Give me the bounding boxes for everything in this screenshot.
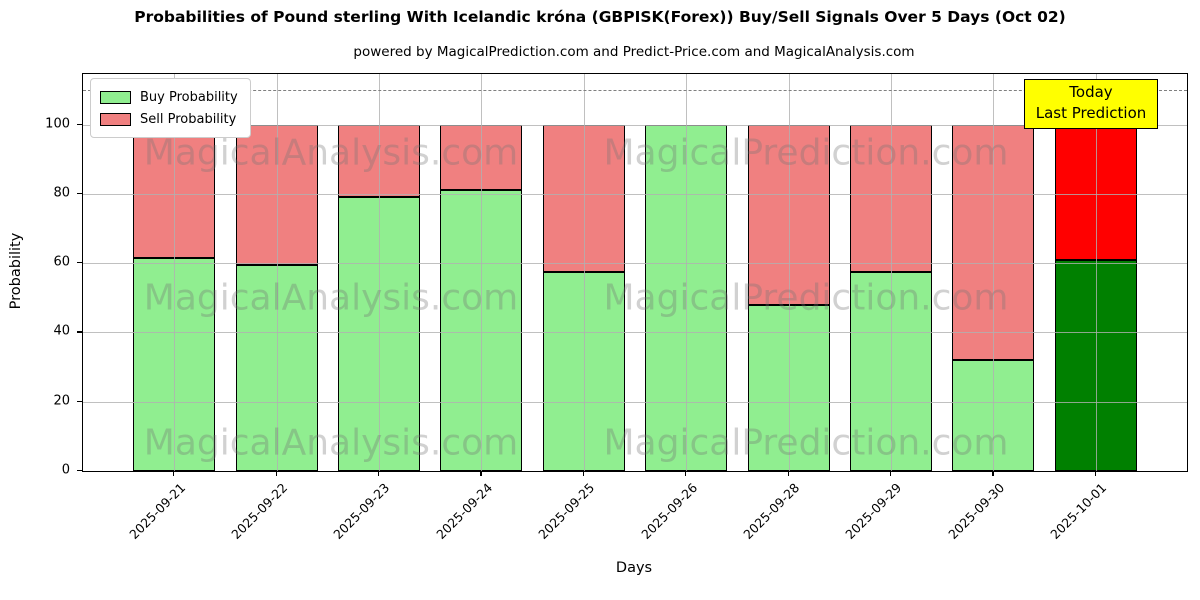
x-tick-mark	[480, 471, 482, 476]
watermark-text: MagicalPrediction.com	[603, 422, 1009, 464]
v-gridline	[891, 74, 893, 471]
buy-swatch-icon	[100, 90, 131, 104]
x-tick-label: 2025-09-25	[535, 480, 598, 542]
buy-bar-segment	[133, 257, 216, 471]
x-tick-label: 2025-09-22	[228, 480, 291, 542]
y-tick-label: 40	[53, 323, 70, 339]
threshold-dashed-line	[83, 89, 1187, 91]
h-gridline	[83, 332, 1187, 334]
x-tick-mark	[582, 471, 584, 476]
x-tick-mark	[275, 471, 277, 476]
annotation-line-1: Today	[1069, 83, 1113, 101]
x-axis-label: Days	[615, 560, 653, 576]
legend-label-sell: Sell Probability	[140, 111, 237, 127]
x-tick-label: 2025-09-26	[637, 480, 700, 542]
v-gridline	[788, 74, 790, 471]
y-tick-mark	[77, 400, 82, 402]
x-tick-label: 2025-09-24	[433, 480, 495, 542]
v-gridline	[1095, 74, 1097, 471]
x-tick-label: 2025-09-21	[125, 480, 188, 542]
y-tick-mark	[77, 470, 82, 472]
y-tick-label: 60	[53, 254, 70, 270]
watermark-text: MagicalAnalysis.com	[143, 132, 519, 174]
chart-subtitle: powered by MagicalPrediction.com and Pre…	[353, 44, 915, 60]
v-gridline	[276, 74, 278, 471]
y-tick-mark	[77, 262, 82, 264]
chart-title: Probabilities of Pound sterling With Ice…	[134, 8, 1066, 26]
plot-area: Buy Probability Sell Probability Today L…	[82, 73, 1188, 472]
v-gridline	[583, 74, 585, 471]
watermark-text: MagicalPrediction.com	[603, 132, 1009, 174]
v-gridline	[378, 74, 380, 471]
y-axis-label: Probability	[8, 232, 24, 310]
x-tick-mark	[992, 471, 994, 476]
v-gridline	[174, 74, 176, 471]
buy-bar-segment	[747, 304, 830, 471]
buy-bar-segment	[338, 197, 420, 471]
x-tick-mark	[1094, 471, 1097, 476]
y-tick-mark	[77, 123, 82, 125]
x-tick-label: 2025-10-01	[1047, 480, 1110, 542]
y-tick-label: 100	[45, 116, 70, 132]
x-tick-mark	[787, 471, 789, 476]
watermark-text: MagicalPrediction.com	[603, 277, 1009, 319]
today-annotation: Today Last Prediction	[1024, 79, 1158, 129]
buy-bar-segment	[645, 124, 728, 471]
v-gridline	[481, 74, 483, 471]
watermark-text: MagicalAnalysis.com	[143, 422, 519, 464]
sell-bar-segment	[747, 124, 830, 305]
sell-swatch-icon	[100, 112, 131, 126]
annotation-line-2: Last Prediction	[1035, 104, 1147, 122]
h-gridline	[83, 263, 1187, 265]
buy-bar-segment	[952, 360, 1035, 471]
y-tick-label: 0	[61, 462, 70, 478]
x-tick-mark	[685, 471, 687, 476]
watermark-text: MagicalAnalysis.com	[143, 277, 519, 319]
x-tick-mark	[173, 471, 175, 476]
x-tick-label: 2025-09-23	[330, 480, 393, 542]
legend-label-buy: Buy Probability	[140, 89, 238, 105]
sell-bar-segment	[133, 124, 216, 258]
buy-bar-segment	[235, 264, 318, 471]
y-tick-mark	[77, 331, 82, 333]
legend-entry-sell: Sell Probability	[100, 108, 238, 130]
h-gridline	[83, 124, 1187, 126]
y-tick-mark	[77, 192, 82, 195]
legend: Buy Probability Sell Probability	[90, 78, 251, 138]
legend-entry-buy: Buy Probability	[100, 86, 238, 108]
x-tick-mark	[890, 471, 892, 476]
y-tick-label: 80	[53, 185, 70, 201]
sell-bar-segment	[1054, 124, 1137, 260]
x-tick-label: 2025-09-28	[740, 480, 803, 542]
x-tick-mark	[377, 471, 380, 476]
buy-bar-segment	[440, 190, 523, 471]
x-tick-label: 2025-09-30	[945, 480, 1008, 542]
v-gridline	[993, 74, 995, 471]
y-tick-label: 20	[53, 393, 70, 409]
sell-bar-segment	[952, 124, 1035, 361]
x-tick-label: 2025-09-29	[842, 480, 905, 542]
buy-bar-segment	[1054, 259, 1137, 471]
v-gridline	[686, 74, 688, 471]
h-gridline	[83, 193, 1187, 195]
h-gridline	[83, 401, 1187, 403]
